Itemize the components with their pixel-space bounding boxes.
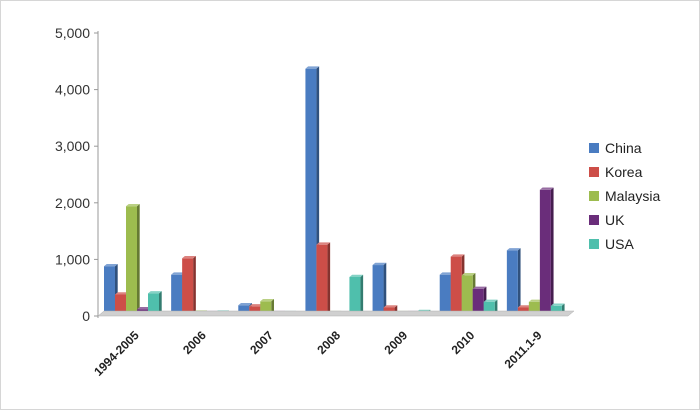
x-tick-label: 2007 <box>247 328 276 357</box>
chart-floor <box>97 310 575 317</box>
x-tick-label: 2011.1-9 <box>502 328 545 371</box>
legend-label: UK <box>605 212 625 228</box>
bar <box>182 256 196 316</box>
y-tick-label: 0 <box>82 308 90 324</box>
x-axis-labels: 1994-2005 2006 2007 2008 2009 2010 2011.1-9 <box>91 328 545 379</box>
bar <box>539 187 554 316</box>
bar <box>126 203 140 316</box>
legend-item: USA <box>589 236 634 252</box>
legend-swatch <box>589 215 599 225</box>
x-tick-label: 2006 <box>180 328 209 357</box>
legend-item: China <box>589 140 642 156</box>
x-tick-label: 2008 <box>314 328 343 357</box>
legend-label: Malaysia <box>605 188 660 204</box>
y-tick-label: 2,000 <box>55 195 90 211</box>
x-tick-label: 1994-2005 <box>91 328 142 379</box>
legend-swatch <box>589 143 599 153</box>
bar <box>372 262 387 316</box>
legend-label: USA <box>605 236 634 252</box>
y-tick-label: 3,000 <box>55 138 90 154</box>
legend-swatch <box>589 167 599 177</box>
bars <box>104 66 565 317</box>
y-tick-label: 4,000 <box>55 82 90 98</box>
legend-item: UK <box>589 212 625 228</box>
y-tick-label: 1,000 <box>55 251 90 267</box>
legend-item: Korea <box>589 164 643 180</box>
legend-label: China <box>605 140 642 156</box>
legend-swatch <box>589 239 599 249</box>
legend-label: Korea <box>605 164 643 180</box>
x-tick-label: 2010 <box>449 328 478 357</box>
legend: China Korea Malaysia UK USA <box>589 140 660 252</box>
legend-swatch <box>589 191 599 201</box>
y-tick-label: 5,000 <box>55 25 90 41</box>
y-axis-ticks: 0 1,000 2,000 3,000 4,000 5,000 <box>55 25 98 324</box>
bar <box>316 242 331 316</box>
bar <box>506 248 521 316</box>
x-tick-label: 2009 <box>381 328 410 357</box>
legend-item: Malaysia <box>589 188 660 204</box>
bar <box>148 291 162 316</box>
bar <box>349 274 364 316</box>
